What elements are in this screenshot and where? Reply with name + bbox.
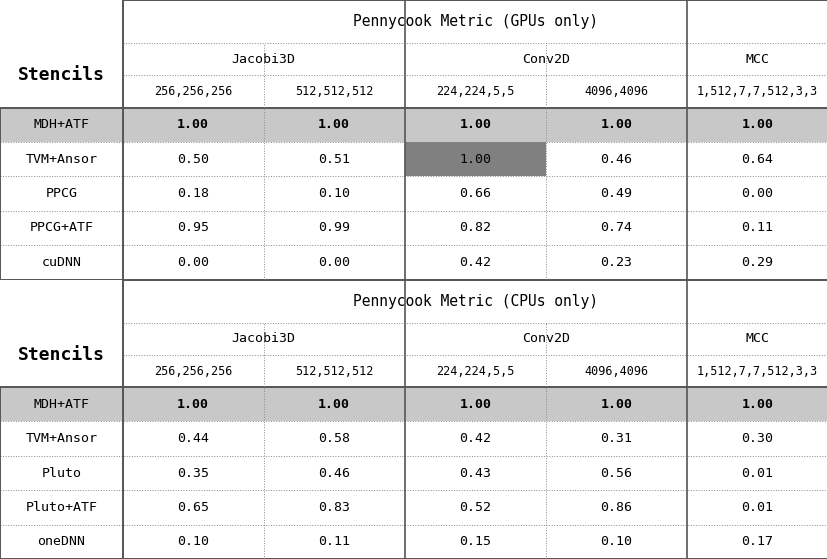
Text: 0.23: 0.23 [600, 256, 632, 269]
Text: TVM+Ansor: TVM+Ansor [26, 432, 97, 445]
Text: 0.10: 0.10 [600, 536, 632, 548]
Text: 0.65: 0.65 [177, 501, 209, 514]
Text: 256,256,256: 256,256,256 [154, 364, 232, 377]
Text: 0.82: 0.82 [459, 221, 490, 234]
Text: 1.00: 1.00 [600, 119, 632, 131]
Text: 1.00: 1.00 [740, 398, 772, 411]
Text: TVM+Ansor: TVM+Ansor [26, 153, 97, 165]
Text: 0.46: 0.46 [600, 153, 632, 165]
Text: Conv2D: Conv2D [521, 53, 569, 66]
Text: 1.00: 1.00 [459, 153, 490, 165]
Text: 0.29: 0.29 [740, 256, 772, 269]
Text: 0.44: 0.44 [177, 432, 209, 445]
Text: 224,224,5,5: 224,224,5,5 [436, 85, 514, 98]
Text: Stencils: Stencils [17, 67, 105, 84]
Text: Pluto: Pluto [41, 467, 81, 480]
Text: 0.01: 0.01 [740, 501, 772, 514]
Text: 0.18: 0.18 [177, 187, 209, 200]
Text: Stencils: Stencils [17, 346, 105, 364]
Text: 224,224,5,5: 224,224,5,5 [436, 364, 514, 377]
Text: 0.64: 0.64 [740, 153, 772, 165]
Text: 0.56: 0.56 [600, 467, 632, 480]
Text: Pluto+ATF: Pluto+ATF [26, 501, 97, 514]
Text: 1.00: 1.00 [459, 398, 490, 411]
Text: 1.00: 1.00 [740, 119, 772, 131]
Text: 1,512,7,7,512,3,3: 1,512,7,7,512,3,3 [696, 85, 817, 98]
Text: 512,512,512: 512,512,512 [294, 85, 373, 98]
Text: MCC: MCC [744, 333, 768, 345]
Text: MCC: MCC [744, 53, 768, 66]
Text: 0.43: 0.43 [459, 467, 490, 480]
Text: 1.00: 1.00 [600, 398, 632, 411]
Text: 0.17: 0.17 [740, 536, 772, 548]
Text: 0.15: 0.15 [459, 536, 490, 548]
Text: MDH+ATF: MDH+ATF [33, 119, 89, 131]
Text: 0.35: 0.35 [177, 467, 209, 480]
Text: 0.01: 0.01 [740, 467, 772, 480]
Text: MDH+ATF: MDH+ATF [33, 398, 89, 411]
Bar [404, 142, 545, 177]
Text: 0.11: 0.11 [740, 221, 772, 234]
Bar [0, 387, 827, 421]
Text: 1,512,7,7,512,3,3: 1,512,7,7,512,3,3 [696, 364, 817, 377]
Text: 0.10: 0.10 [177, 536, 209, 548]
Text: Conv2D: Conv2D [521, 333, 569, 345]
Text: 0.50: 0.50 [177, 153, 209, 165]
Text: 1.00: 1.00 [318, 119, 350, 131]
Text: 0.00: 0.00 [177, 256, 209, 269]
Text: PPCG: PPCG [45, 187, 77, 200]
Text: 0.66: 0.66 [459, 187, 490, 200]
Text: 0.00: 0.00 [740, 187, 772, 200]
Text: 0.42: 0.42 [459, 256, 490, 269]
Text: 0.30: 0.30 [740, 432, 772, 445]
Text: 0.58: 0.58 [318, 432, 350, 445]
Text: 1.00: 1.00 [318, 398, 350, 411]
Text: cuDNN: cuDNN [41, 256, 81, 269]
Text: PPCG+ATF: PPCG+ATF [29, 221, 93, 234]
Text: 0.83: 0.83 [318, 501, 350, 514]
Text: 0.46: 0.46 [318, 467, 350, 480]
Text: 0.95: 0.95 [177, 221, 209, 234]
Text: 512,512,512: 512,512,512 [294, 364, 373, 377]
Text: 0.42: 0.42 [459, 432, 490, 445]
Text: 1.00: 1.00 [459, 119, 490, 131]
Text: 1.00: 1.00 [177, 398, 209, 411]
Text: 0.51: 0.51 [318, 153, 350, 165]
Text: 0.49: 0.49 [600, 187, 632, 200]
Text: 0.74: 0.74 [600, 221, 632, 234]
Text: Pennycook Metric (CPUs only): Pennycook Metric (CPUs only) [352, 293, 597, 309]
Text: 1.00: 1.00 [177, 119, 209, 131]
Text: 0.99: 0.99 [318, 221, 350, 234]
Text: 0.31: 0.31 [600, 432, 632, 445]
Text: 0.10: 0.10 [318, 187, 350, 200]
Text: Jacobi3D: Jacobi3D [232, 333, 295, 345]
Text: 0.86: 0.86 [600, 501, 632, 514]
Text: oneDNN: oneDNN [37, 536, 85, 548]
Text: Pennycook Metric (GPUs only): Pennycook Metric (GPUs only) [352, 14, 597, 29]
Text: 4096,4096: 4096,4096 [584, 364, 648, 377]
Text: 0.52: 0.52 [459, 501, 490, 514]
Bar [0, 107, 827, 142]
Text: 0.00: 0.00 [318, 256, 350, 269]
Text: 4096,4096: 4096,4096 [584, 85, 648, 98]
Text: 256,256,256: 256,256,256 [154, 85, 232, 98]
Text: 0.11: 0.11 [318, 536, 350, 548]
Text: Jacobi3D: Jacobi3D [232, 53, 295, 66]
